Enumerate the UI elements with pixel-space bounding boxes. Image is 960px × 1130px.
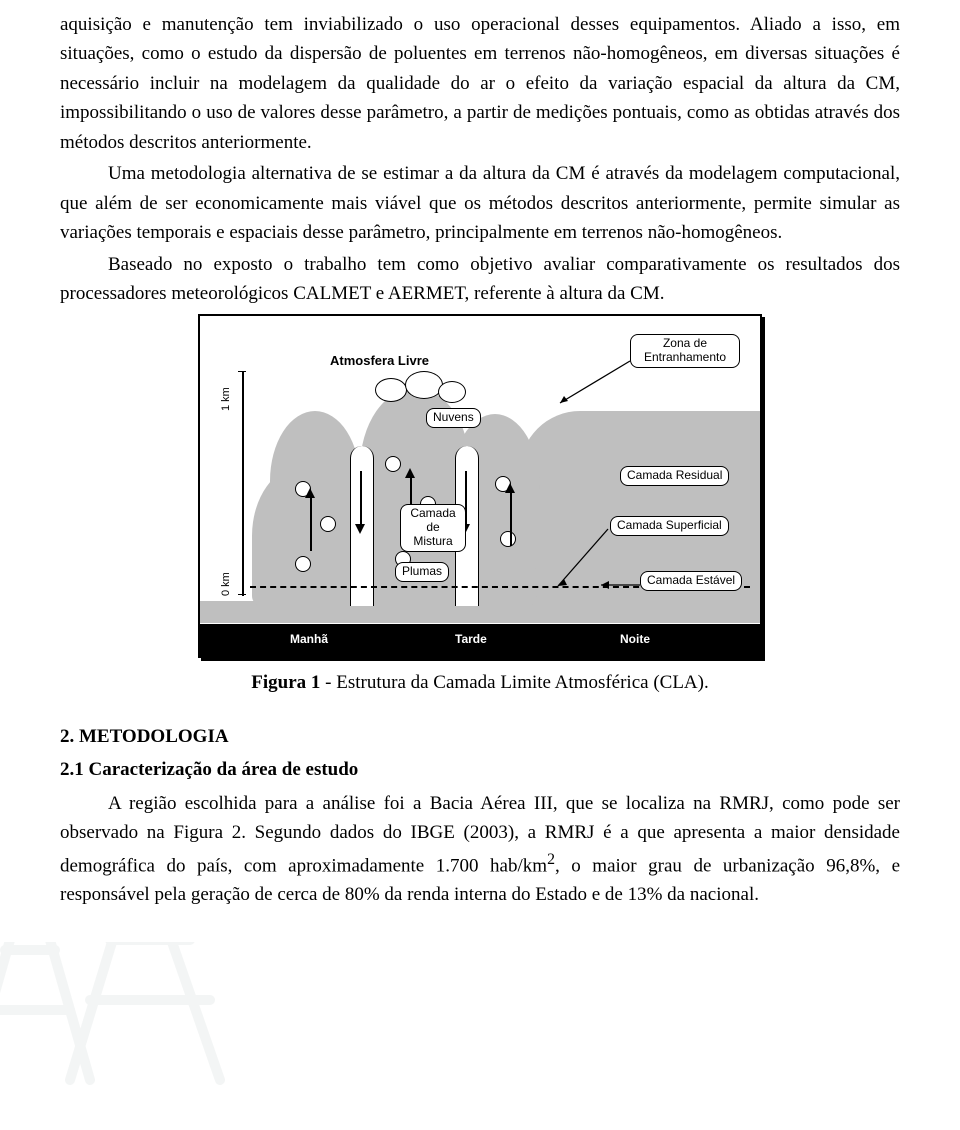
paragraph-4: A região escolhida para a análise foi a … <box>60 789 900 910</box>
xaxis-manha: Manhã <box>290 630 328 649</box>
figure-1-caption: Figura 1 - Estrutura da Camada Limite At… <box>60 668 900 697</box>
label-camada-residual: Camada Residual <box>620 466 729 486</box>
label-nuvens: Nuvens <box>426 408 481 428</box>
heading-2: 2. METODOLOGIA <box>60 722 900 751</box>
label-atmosfera-livre: Atmosfera Livre <box>330 351 429 371</box>
label-plumas: Plumas <box>395 562 449 582</box>
scale-0km: 0 km <box>218 573 235 597</box>
xaxis-noite: Noite <box>620 630 650 649</box>
document-page: aquisição e manutenção tem inviabilizado… <box>0 0 960 942</box>
paragraph-2: Uma metodologia alternativa de se estima… <box>60 159 900 247</box>
label-camada-estavel: Camada Estável <box>640 571 742 591</box>
paragraph-3: Baseado no exposto o trabalho tem como o… <box>60 250 900 309</box>
figure-1-diagram: 1 km 0 km Atmosfera Livre Zona de Entran… <box>198 314 762 658</box>
paragraph-1: aquisição e manutenção tem inviabilizado… <box>60 10 900 157</box>
label-camada-mistura: Camada de Mistura <box>400 504 466 551</box>
scale-1km: 1 km <box>218 388 235 412</box>
heading-2-1: 2.1 Caracterização da área de estudo <box>60 755 900 784</box>
label-zona-entranhamento: Zona de Entranhamento <box>630 334 740 368</box>
figure-1: 1 km 0 km Atmosfera Livre Zona de Entran… <box>60 314 900 658</box>
xaxis-tarde: Tarde <box>455 630 487 649</box>
label-camada-superficial: Camada Superficial <box>610 516 729 536</box>
